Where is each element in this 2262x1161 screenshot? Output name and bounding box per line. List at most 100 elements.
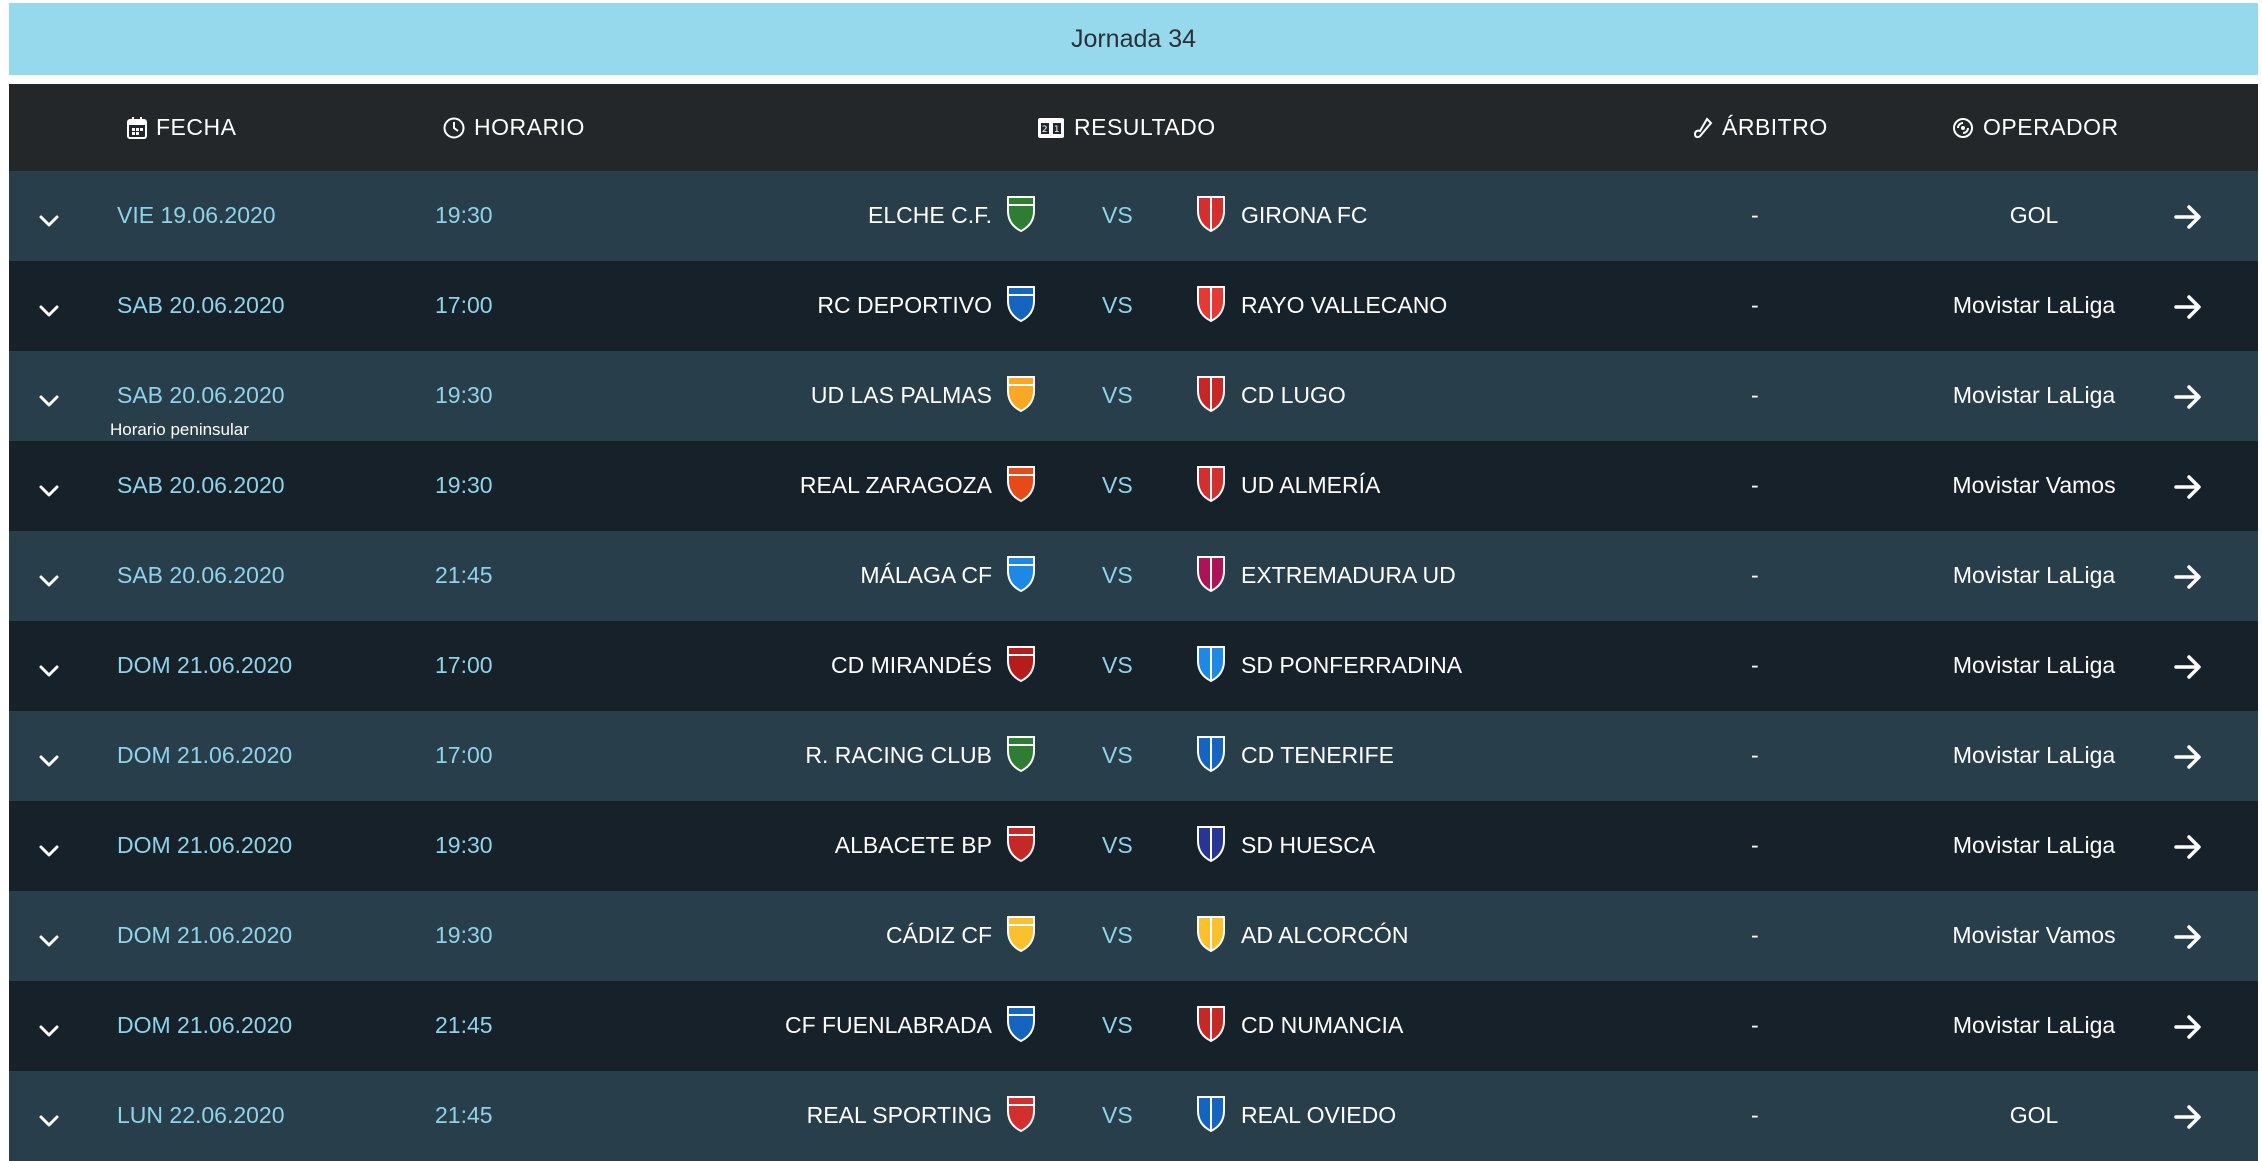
away-team-name[interactable]: REAL OVIEDO (1241, 1102, 1397, 1128)
match-time: 21:45 (435, 562, 493, 588)
chevron-down-icon[interactable] (37, 389, 61, 413)
arrow-right-icon[interactable] (2172, 561, 2204, 593)
header-fecha: FECHA (127, 84, 236, 171)
svg-text:2: 2 (1042, 125, 1048, 135)
home-team-crest-icon (1005, 193, 1037, 233)
arrow-right-icon[interactable] (2172, 1101, 2204, 1133)
tv-operator: GOL (2009, 1102, 2059, 1128)
away-team-crest-icon (1195, 1003, 1227, 1043)
away-team-crest-icon (1195, 193, 1227, 233)
chevron-down-icon[interactable] (37, 209, 61, 233)
match-time: 19:30 (435, 832, 493, 858)
home-team-crest-icon (1005, 1003, 1037, 1043)
away-team-name[interactable]: UD ALMERÍA (1241, 472, 1381, 498)
chevron-down-icon[interactable] (37, 1109, 61, 1133)
home-team-crest-icon (1005, 913, 1037, 953)
away-team-crest-icon (1195, 733, 1227, 773)
home-team-name[interactable]: RC DEPORTIVO (817, 292, 992, 318)
match-row[interactable]: VIE 19.06.2020 19:30 ELCHE C.F. VS GIRON… (9, 171, 2258, 261)
versus-label: VS (1102, 1012, 1133, 1038)
referee: - (1751, 292, 1759, 318)
away-team-name[interactable]: RAYO VALLECANO (1241, 292, 1448, 318)
chevron-down-icon[interactable] (37, 749, 61, 773)
match-row[interactable]: SAB 20.06.2020 21:45 MÁLAGA CF VS EXTREM… (9, 531, 2258, 621)
match-time: 17:00 (435, 742, 493, 768)
match-time: 19:30 (435, 922, 493, 948)
home-team-name[interactable]: ALBACETE BP (834, 832, 992, 858)
versus-label: VS (1102, 382, 1133, 408)
calendar-icon (127, 116, 147, 139)
tv-operator: Movistar Vamos (1952, 922, 2116, 948)
home-team-name[interactable]: UD LAS PALMAS (810, 382, 992, 408)
schedule-note: Horario peninsular (110, 420, 249, 439)
away-team-name[interactable]: CD NUMANCIA (1241, 1012, 1404, 1038)
arrow-right-icon[interactable] (2172, 201, 2204, 233)
referee: - (1751, 832, 1759, 858)
away-team-name[interactable]: SD HUESCA (1241, 832, 1376, 858)
home-team-name[interactable]: CD MIRANDÉS (830, 652, 992, 678)
away-team-crest-icon (1195, 643, 1227, 683)
match-row[interactable]: LUN 22.06.2020 21:45 REAL SPORTING VS RE… (9, 1071, 2258, 1161)
versus-label: VS (1102, 292, 1133, 318)
chevron-down-icon[interactable] (37, 569, 61, 593)
chevron-down-icon[interactable] (37, 929, 61, 953)
chevron-down-icon[interactable] (37, 1019, 61, 1043)
home-team-name[interactable]: REAL ZARAGOZA (799, 472, 992, 498)
referee: - (1751, 922, 1759, 948)
arrow-right-icon[interactable] (2172, 741, 2204, 773)
versus-label: VS (1102, 202, 1133, 228)
arrow-right-icon[interactable] (2172, 1011, 2204, 1043)
match-date: SAB 20.06.2020 (117, 472, 285, 498)
match-row[interactable]: SAB 20.06.2020 17:00 RC DEPORTIVO VS RAY… (9, 261, 2258, 351)
home-team-name[interactable]: CF FUENLABRADA (784, 1012, 992, 1038)
tv-operator: Movistar LaLiga (1952, 832, 2116, 858)
match-date: SAB 20.06.2020 (117, 292, 285, 318)
home-team-name[interactable]: REAL SPORTING (806, 1102, 992, 1128)
home-team-name[interactable]: R. RACING CLUB (805, 742, 992, 768)
match-row[interactable]: DOM 21.06.2020 17:00 CD MIRANDÉS VS SD P… (9, 621, 2258, 711)
match-row[interactable]: DOM 21.06.2020 21:45 CF FUENLABRADA VS C… (9, 981, 2258, 1071)
match-row[interactable]: SAB 20.06.2020 19:30 UD LAS PALMAS VS CD… (9, 351, 2258, 441)
arrow-right-icon[interactable] (2172, 291, 2204, 323)
match-row[interactable]: SAB 20.06.2020 19:30 REAL ZARAGOZA VS UD… (9, 441, 2258, 531)
versus-label: VS (1102, 922, 1133, 948)
away-team-name[interactable]: CD LUGO (1241, 382, 1346, 408)
away-team-name[interactable]: CD TENERIFE (1241, 742, 1394, 768)
tv-operator: Movistar LaLiga (1952, 1012, 2116, 1038)
versus-label: VS (1102, 1102, 1133, 1128)
referee: - (1751, 1102, 1759, 1128)
referee: - (1751, 202, 1759, 228)
home-team-crest-icon (1005, 1093, 1037, 1133)
arrow-right-icon[interactable] (2172, 831, 2204, 863)
arrow-right-icon[interactable] (2172, 921, 2204, 953)
chevron-down-icon[interactable] (37, 299, 61, 323)
away-team-name[interactable]: GIRONA FC (1241, 202, 1368, 228)
arrow-right-icon[interactable] (2172, 381, 2204, 413)
referee: - (1751, 652, 1759, 678)
chevron-down-icon[interactable] (37, 479, 61, 503)
home-team-name[interactable]: CÁDIZ CF (885, 922, 992, 948)
home-team-name[interactable]: ELCHE C.F. (868, 202, 992, 228)
chevron-down-icon[interactable] (37, 839, 61, 863)
home-team-crest-icon (1005, 733, 1037, 773)
tv-operator: Movistar LaLiga (1952, 292, 2116, 318)
arrow-right-icon[interactable] (2172, 471, 2204, 503)
away-team-name[interactable]: AD ALCORCÓN (1241, 922, 1409, 948)
tv-operator: GOL (2009, 202, 2059, 228)
referee: - (1751, 1012, 1759, 1038)
header-operador-label: OPERADOR (1983, 114, 2119, 140)
home-team-name[interactable]: MÁLAGA CF (860, 562, 992, 588)
match-row[interactable]: DOM 21.06.2020 19:30 ALBACETE BP VS SD H… (9, 801, 2258, 891)
match-time: 19:30 (435, 472, 493, 498)
away-team-crest-icon (1195, 553, 1227, 593)
away-team-name[interactable]: SD PONFERRADINA (1241, 652, 1463, 678)
match-row[interactable]: DOM 21.06.2020 19:30 CÁDIZ CF VS AD ALCO… (9, 891, 2258, 981)
away-team-name[interactable]: EXTREMADURA UD (1241, 562, 1456, 588)
match-row[interactable]: DOM 21.06.2020 17:00 R. RACING CLUB VS C… (9, 711, 2258, 801)
chevron-down-icon[interactable] (37, 659, 61, 683)
arrow-right-icon[interactable] (2172, 651, 2204, 683)
versus-label: VS (1102, 652, 1133, 678)
